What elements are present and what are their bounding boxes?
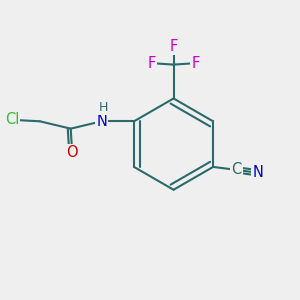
Text: N: N	[252, 165, 263, 180]
Text: F: F	[147, 56, 156, 70]
Text: H: H	[98, 101, 108, 114]
Text: C: C	[232, 162, 242, 177]
Text: N: N	[96, 114, 107, 129]
Text: F: F	[191, 56, 200, 70]
Text: F: F	[169, 39, 178, 54]
Text: O: O	[66, 145, 78, 160]
Text: Cl: Cl	[4, 112, 19, 127]
